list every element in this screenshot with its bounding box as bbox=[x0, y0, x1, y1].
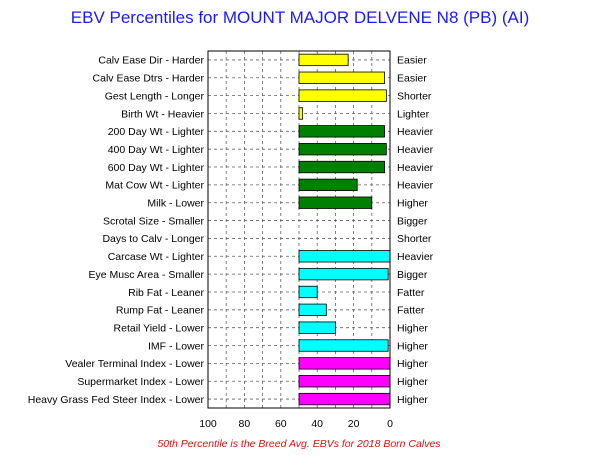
right-label: Higher bbox=[397, 198, 428, 210]
right-label: Bigger bbox=[397, 269, 428, 281]
left-label: Retail Yield - Lower bbox=[114, 322, 205, 334]
right-label: Higher bbox=[397, 394, 428, 406]
right-labels: Easier Easier Shorter Lighter Heavier Heavier… bbox=[397, 55, 434, 406]
right-label: Heavier bbox=[397, 126, 434, 138]
left-label: Supermarket Index - Lower bbox=[77, 376, 204, 388]
bar bbox=[298, 250, 391, 263]
left-label: Calv Ease Dir - Harder bbox=[98, 55, 204, 67]
bar bbox=[298, 125, 385, 138]
left-label: IMF - Lower bbox=[148, 340, 205, 352]
bar bbox=[298, 160, 385, 174]
x-tick-label: 60 bbox=[275, 418, 287, 430]
right-label: Higher bbox=[397, 376, 428, 388]
bar bbox=[298, 89, 387, 102]
x-tick-label: 40 bbox=[311, 418, 323, 430]
x-tick-label: 100 bbox=[199, 418, 217, 430]
left-label: Rib Fat - Leaner bbox=[128, 287, 204, 299]
left-label: 200 Day Wt - Lighter bbox=[108, 126, 205, 138]
grid-lines bbox=[208, 51, 390, 408]
right-label: Easier bbox=[397, 73, 427, 85]
left-label: Scrotal Size - Smaller bbox=[103, 215, 204, 227]
left-label: Vealer Terminal Index - Lower bbox=[65, 358, 204, 370]
bar bbox=[298, 53, 349, 67]
left-label: Rump Fat - Leaner bbox=[116, 305, 205, 317]
right-label: Easier bbox=[397, 55, 427, 67]
left-label: Heavy Grass Fed Steer Index - Lower bbox=[28, 394, 205, 406]
bar bbox=[298, 178, 358, 192]
right-label: Lighter bbox=[397, 108, 430, 120]
right-label: Heavier bbox=[397, 251, 434, 263]
bar bbox=[298, 143, 387, 156]
bar bbox=[298, 285, 318, 299]
chart-title: EBV Percentiles for MOUNT MAJOR DELVENE … bbox=[71, 8, 529, 27]
right-label: Fatter bbox=[397, 305, 425, 317]
x-tick-label: 0 bbox=[387, 418, 393, 430]
left-label: Birth Wt - Heavier bbox=[121, 108, 204, 120]
left-labels: Calv Ease Dir - Harder Calv Ease Dtrs - H… bbox=[28, 55, 205, 406]
bars bbox=[298, 53, 391, 406]
right-label: Heavier bbox=[397, 144, 434, 156]
bar bbox=[298, 321, 336, 334]
left-label: Calv Ease Dtrs - Harder bbox=[93, 73, 205, 85]
left-label: Mat Cow Wt - Lighter bbox=[105, 180, 204, 192]
right-label: Heavier bbox=[397, 180, 434, 192]
bar bbox=[298, 196, 373, 209]
left-label: Milk - Lower bbox=[147, 198, 204, 210]
bar bbox=[298, 357, 391, 370]
right-label: Bigger bbox=[397, 215, 428, 227]
x-axis-ticks: 100 80 60 40 20 0 bbox=[199, 418, 393, 430]
left-label: Eye Musc Area - Smaller bbox=[88, 269, 204, 281]
footnote: 50th Percentile is the Breed Avg. EBVs f… bbox=[157, 438, 441, 450]
right-label: Heavier bbox=[397, 162, 434, 174]
right-label: Shorter bbox=[397, 90, 432, 102]
right-label: Fatter bbox=[397, 287, 425, 299]
right-label: Higher bbox=[397, 322, 428, 334]
left-label: 600 Day Wt - Lighter bbox=[108, 162, 205, 174]
right-label: Shorter bbox=[397, 233, 432, 245]
right-label: Higher bbox=[397, 340, 428, 352]
left-label: 400 Day Wt - Lighter bbox=[108, 144, 205, 156]
plot-frame bbox=[207, 50, 391, 409]
bar bbox=[298, 392, 391, 406]
left-label: Gest Length - Longer bbox=[105, 90, 205, 102]
bar bbox=[298, 267, 389, 281]
x-tick-label: 20 bbox=[348, 418, 360, 430]
bar bbox=[298, 303, 327, 316]
bar bbox=[298, 107, 304, 120]
bar bbox=[298, 71, 385, 84]
bar bbox=[298, 339, 389, 352]
x-tick-label: 80 bbox=[239, 418, 251, 430]
bar bbox=[298, 375, 391, 388]
right-label: Higher bbox=[397, 358, 428, 370]
left-label: Days to Calv - Longer bbox=[102, 233, 204, 245]
left-label: Carcase Wt - Lighter bbox=[108, 251, 205, 263]
